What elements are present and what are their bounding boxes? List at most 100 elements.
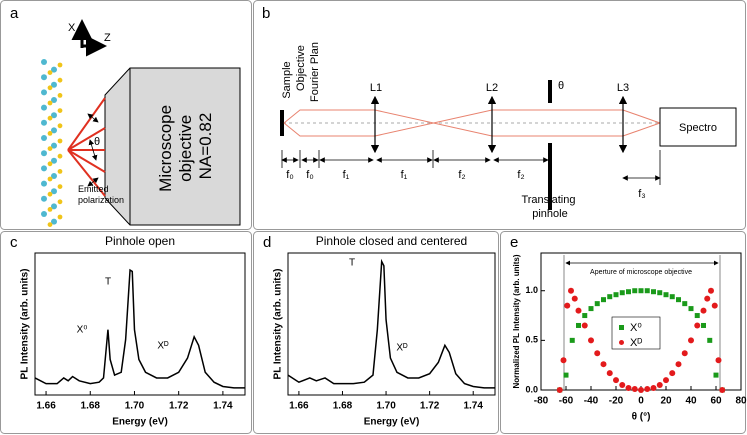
lens-label: L2	[486, 82, 498, 94]
atom	[41, 89, 47, 96]
point	[631, 386, 638, 393]
atom	[47, 207, 53, 212]
x-tick-label: -40	[584, 396, 599, 407]
legend-swatch	[619, 325, 624, 330]
atom	[41, 180, 47, 187]
objective-line: Microscope	[156, 105, 175, 192]
plot-frame	[34, 252, 246, 396]
legend-swatch	[619, 340, 624, 345]
x-axis-label: θ (°)	[632, 412, 651, 423]
point	[713, 372, 719, 378]
lenses	[370, 95, 628, 154]
annotation: X⁰	[77, 325, 88, 336]
annotation: Aperture of microscope objective	[590, 269, 692, 276]
y-tick-label: 1.0	[525, 285, 538, 295]
panel-label: d	[263, 234, 271, 251]
point	[675, 361, 682, 368]
point	[569, 337, 575, 343]
lens-label: L1	[370, 82, 382, 94]
x-tick-label: 1.70	[376, 401, 396, 412]
panel-label: c	[10, 234, 18, 251]
atom	[57, 169, 63, 174]
spectro-box	[659, 107, 737, 147]
point	[606, 370, 613, 377]
point	[694, 313, 700, 319]
x-tick-label: 1.70	[125, 401, 145, 412]
point	[700, 307, 707, 314]
point	[663, 292, 669, 298]
x-tick-label: 1.66	[36, 401, 56, 412]
atom	[57, 153, 63, 159]
point	[588, 306, 594, 312]
fourier-label: Fourier Plan	[309, 42, 321, 102]
atom	[57, 93, 63, 98]
point	[564, 302, 571, 309]
panel-label: e	[510, 234, 518, 251]
x-tick-label: 1.68	[333, 401, 353, 412]
point	[644, 288, 650, 294]
angle-label: θ	[558, 80, 564, 92]
point	[688, 337, 694, 344]
point	[711, 302, 718, 309]
panel-label: a	[10, 5, 19, 22]
point	[576, 322, 581, 328]
atom	[47, 161, 53, 167]
atom	[41, 59, 47, 65]
atom	[51, 218, 57, 225]
y-tick-label: 0.5	[525, 335, 538, 345]
point	[650, 385, 657, 392]
atom	[57, 62, 63, 68]
atom	[51, 188, 57, 195]
point	[644, 386, 651, 393]
x-tick-label: 1.68	[81, 401, 101, 412]
atom	[51, 81, 57, 88]
y-axis-label: Normalized PL Intensity (arb. units)	[512, 254, 521, 388]
atom	[57, 199, 63, 205]
sample	[280, 110, 284, 136]
point	[619, 290, 625, 296]
atom	[41, 150, 47, 157]
point	[638, 288, 644, 294]
point	[601, 297, 606, 303]
point	[568, 287, 574, 294]
panel-label: b	[262, 5, 270, 22]
focal-label: f₂	[517, 169, 524, 181]
x-tick-label: 80	[735, 396, 747, 407]
atom	[57, 214, 63, 220]
atom	[51, 157, 57, 164]
atom	[41, 165, 47, 172]
point	[632, 288, 638, 294]
x-tick-label: 0	[638, 396, 644, 407]
x-axis-label: Energy (eV)	[364, 417, 420, 428]
atom	[51, 97, 57, 103]
atom	[47, 176, 53, 182]
axis-label: Z	[104, 32, 111, 44]
point	[626, 289, 631, 295]
point	[704, 295, 711, 302]
point	[682, 301, 688, 307]
x-tick-label: 1.66	[289, 401, 309, 412]
x-tick-label: 1.72	[169, 401, 189, 412]
spectrum-line	[34, 268, 245, 389]
pinhole-line: pinhole	[532, 208, 567, 220]
objective-label: Objective	[295, 45, 307, 91]
x-tick-label: 1.72	[420, 401, 440, 412]
atom	[47, 131, 53, 136]
objective-line: objective	[176, 115, 195, 182]
point	[575, 307, 582, 314]
point	[708, 287, 714, 294]
focal-label: f₀	[306, 169, 314, 181]
atom	[41, 195, 47, 202]
objective-line: NA=0.82	[196, 113, 215, 180]
focal-label: f₀	[286, 169, 294, 181]
point	[625, 385, 632, 392]
annotation: T	[349, 258, 355, 269]
atom	[57, 184, 63, 190]
point	[594, 301, 600, 307]
annotation: Xᴰ	[157, 341, 169, 352]
atom	[47, 85, 53, 91]
polarization-line: polarization	[78, 195, 124, 205]
focal-label: f₃	[638, 188, 646, 200]
atom	[47, 115, 53, 121]
point	[676, 297, 681, 303]
